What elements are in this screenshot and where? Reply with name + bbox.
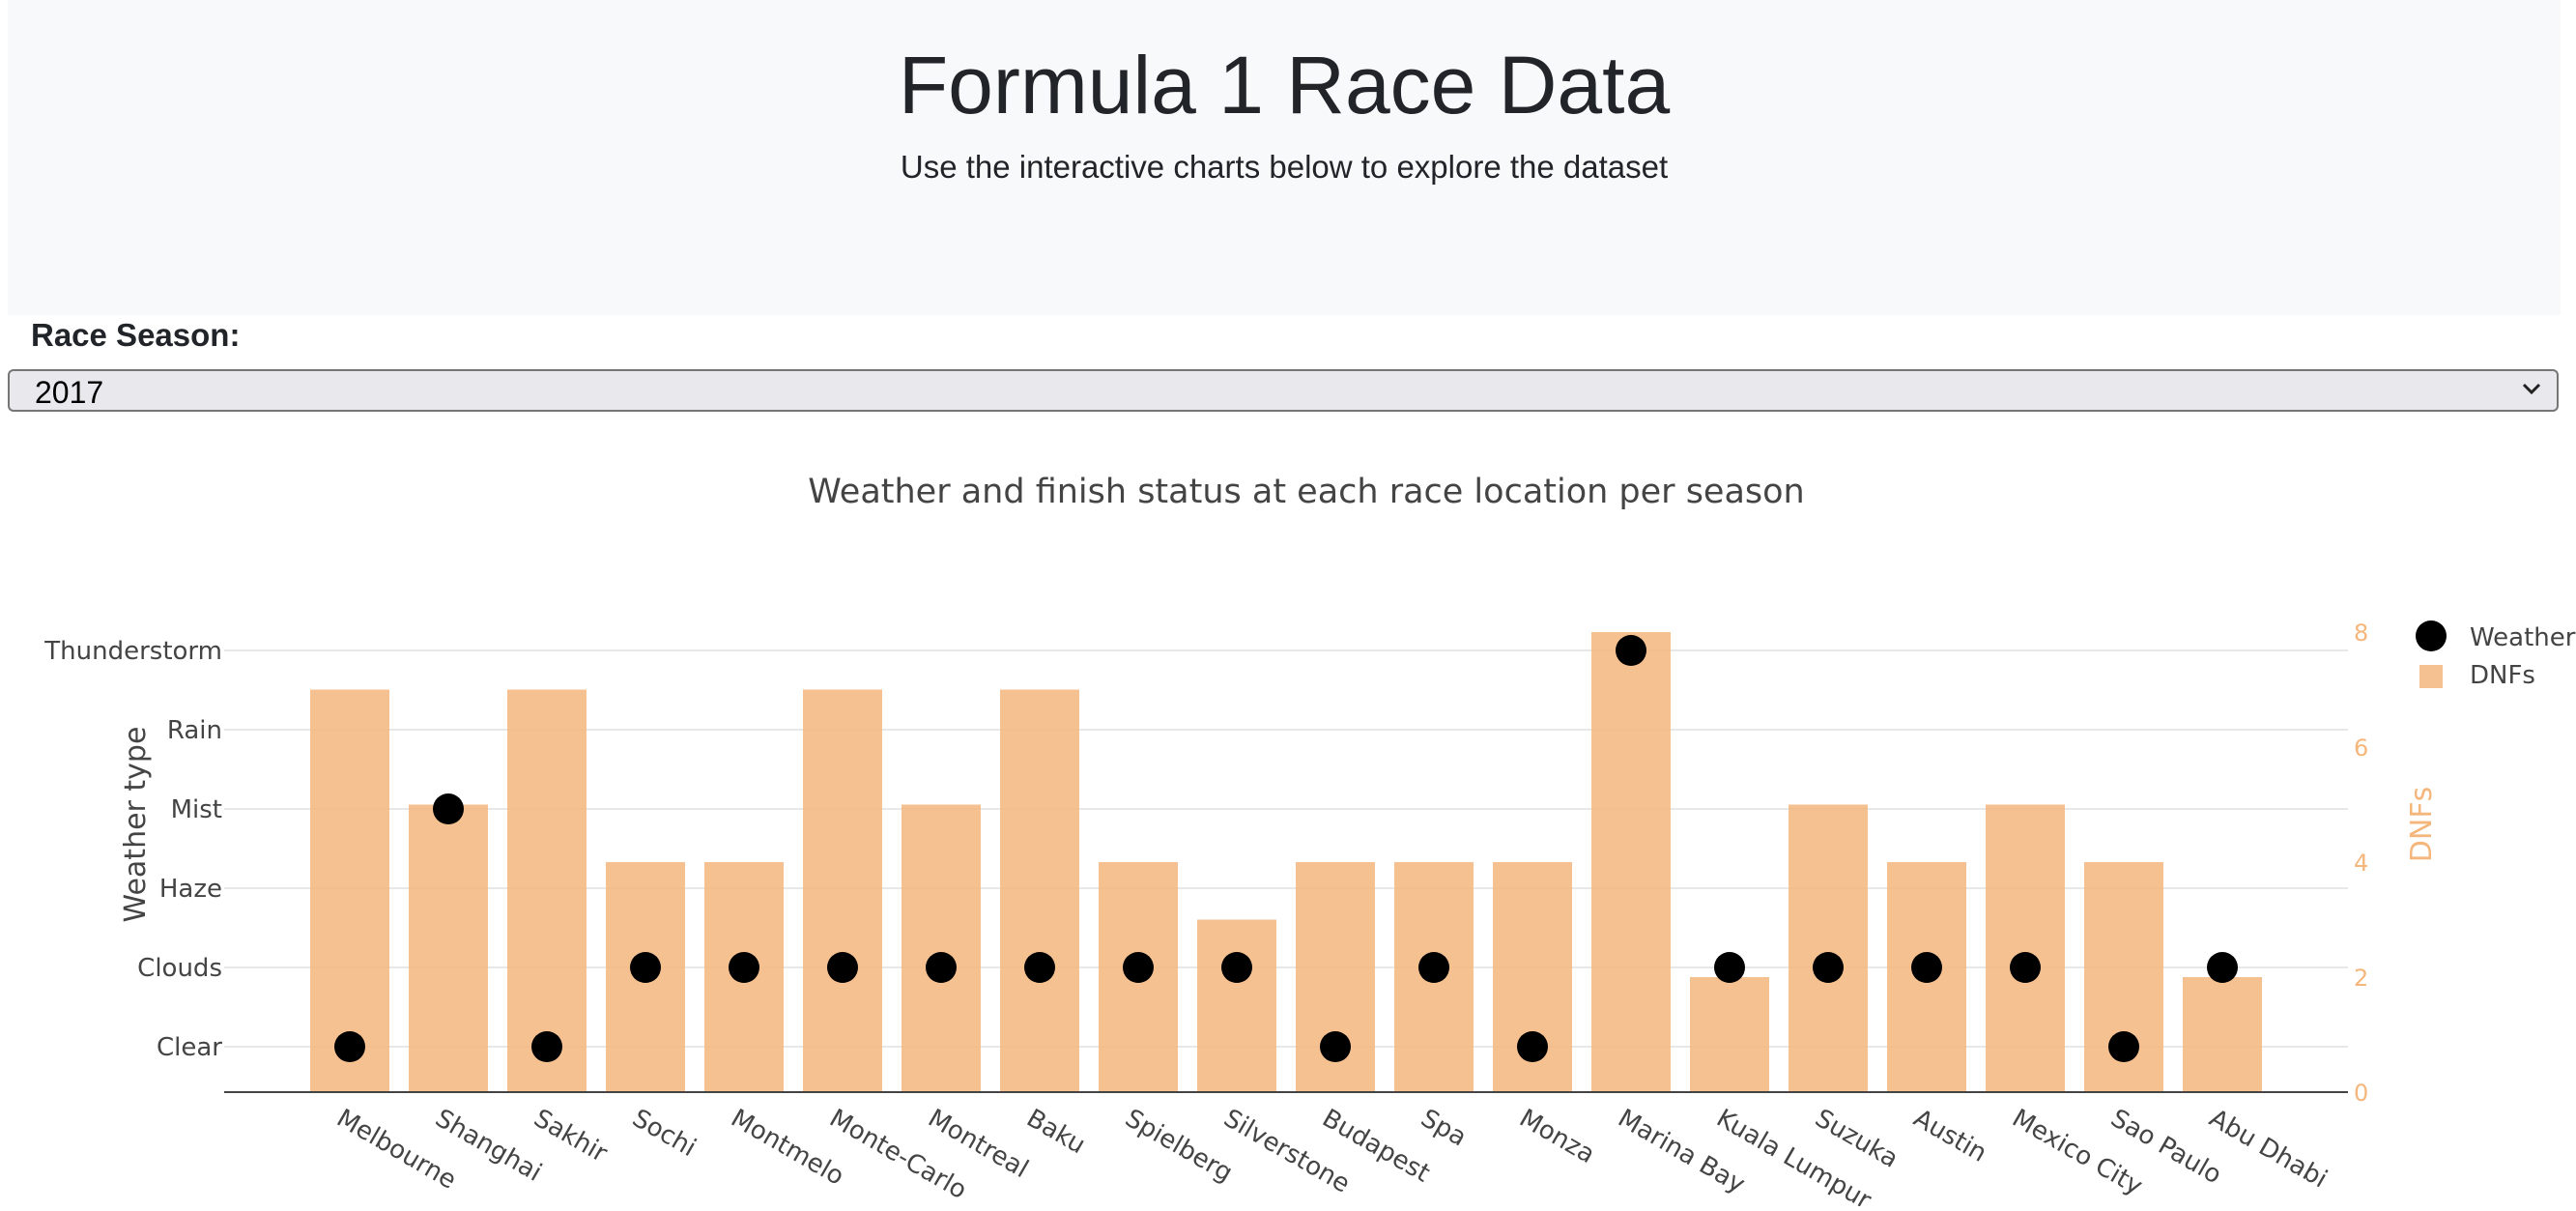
weather-marker[interactable] bbox=[1418, 952, 1449, 983]
season-select-label: Race Season: bbox=[31, 317, 241, 353]
weather-marker[interactable] bbox=[2207, 952, 2238, 983]
weather-dnf-chart[interactable]: Weather and finish status at each race l… bbox=[0, 454, 2576, 1211]
x-axis-tick-label: Monza bbox=[1514, 1104, 1599, 1169]
left-axis-tick-label: Rain bbox=[167, 716, 222, 745]
dnf-bar[interactable] bbox=[902, 804, 981, 1093]
weather-marker[interactable] bbox=[433, 793, 464, 824]
right-axis-title: DNFs bbox=[2405, 787, 2439, 862]
weather-marker[interactable] bbox=[1517, 1031, 1548, 1062]
weather-marker[interactable] bbox=[1221, 952, 1252, 983]
weather-marker[interactable] bbox=[2108, 1031, 2139, 1062]
x-axis-tick-label: Spa bbox=[1416, 1104, 1471, 1152]
weather-marker[interactable] bbox=[1813, 952, 1844, 983]
dnf-bar[interactable] bbox=[1690, 977, 1769, 1092]
legend-weather-marker bbox=[2416, 620, 2447, 651]
dnf-bar[interactable] bbox=[1591, 632, 1671, 1092]
weather-marker[interactable] bbox=[1123, 952, 1154, 983]
season-select[interactable]: 2017 bbox=[8, 369, 2559, 412]
x-axis-tick-label: Abu Dhabi bbox=[2204, 1104, 2332, 1195]
x-axis-tick-label: Sochi bbox=[627, 1104, 701, 1163]
weather-marker[interactable] bbox=[1024, 952, 1055, 983]
weather-marker[interactable] bbox=[1616, 635, 1646, 666]
dnf-bar[interactable] bbox=[803, 689, 882, 1093]
right-axis-tick-label: 6 bbox=[2354, 735, 2368, 762]
weather-marker[interactable] bbox=[729, 952, 759, 983]
weather-markers bbox=[334, 635, 2238, 1062]
dnf-bar[interactable] bbox=[1789, 804, 1868, 1093]
right-axis-tick-label: 4 bbox=[2354, 850, 2368, 877]
dnf-bar[interactable] bbox=[2183, 977, 2262, 1092]
right-axis-tick-label: 8 bbox=[2354, 620, 2368, 647]
chart-svg: Weather and finish status at each race l… bbox=[43, 473, 2576, 1211]
page-subtitle: Use the interactive charts below to expl… bbox=[900, 149, 1669, 185]
weather-marker[interactable] bbox=[334, 1031, 365, 1062]
dnf-bar[interactable] bbox=[1000, 689, 1079, 1093]
legend-dnf-label: DNFs bbox=[2470, 661, 2535, 690]
dnf-bar[interactable] bbox=[1197, 919, 1276, 1093]
chevron-down-icon bbox=[2520, 377, 2543, 407]
weather-marker[interactable] bbox=[1714, 952, 1745, 983]
x-axis-tick-label: Austin bbox=[1908, 1104, 1991, 1168]
right-axis-tick-label: 2 bbox=[2354, 965, 2368, 992]
x-axis-tick-label: Baku bbox=[1021, 1104, 1090, 1160]
weather-marker[interactable] bbox=[2010, 952, 2041, 983]
legend[interactable]: Weather DNFs bbox=[2416, 620, 2576, 690]
dnf-bar[interactable] bbox=[310, 689, 389, 1093]
season-select-value: 2017 bbox=[35, 375, 104, 410]
weather-marker[interactable] bbox=[827, 952, 858, 983]
left-axis-tick-label: Mist bbox=[171, 795, 222, 824]
weather-marker[interactable] bbox=[926, 952, 957, 983]
weather-marker[interactable] bbox=[1911, 952, 1942, 983]
dnf-bar[interactable] bbox=[1986, 804, 2065, 1093]
left-axis-tick-label: Thunderstorm bbox=[43, 637, 222, 666]
weather-marker[interactable] bbox=[531, 1031, 562, 1062]
right-axis-tick-label: 0 bbox=[2354, 1080, 2368, 1107]
dnf-bars bbox=[310, 632, 2262, 1092]
left-axis-ticks: Clear Clouds Haze Mist Rain Thunderstorm bbox=[43, 637, 222, 1062]
left-axis-tick-label: Clouds bbox=[137, 954, 222, 983]
left-axis-tick-label: Haze bbox=[159, 875, 222, 904]
dnf-bar[interactable] bbox=[507, 689, 587, 1093]
weather-marker[interactable] bbox=[630, 952, 661, 983]
page-title: Formula 1 Race Data bbox=[898, 40, 1671, 130]
left-axis-title: Weather type bbox=[119, 727, 153, 923]
x-axis-tick-label: Spielberg bbox=[1120, 1104, 1237, 1188]
left-axis-tick-label: Clear bbox=[157, 1033, 222, 1062]
legend-dnf-swatch bbox=[2419, 665, 2443, 688]
dnf-bar[interactable] bbox=[409, 804, 488, 1093]
right-axis-ticks: 0 2 4 6 8 bbox=[2354, 620, 2368, 1107]
chart-title: Weather and finish status at each race l… bbox=[808, 473, 1805, 511]
legend-weather-label: Weather bbox=[2470, 623, 2576, 652]
weather-marker[interactable] bbox=[1320, 1031, 1351, 1062]
page-header: Formula 1 Race Data Use the interactive … bbox=[8, 0, 2561, 315]
